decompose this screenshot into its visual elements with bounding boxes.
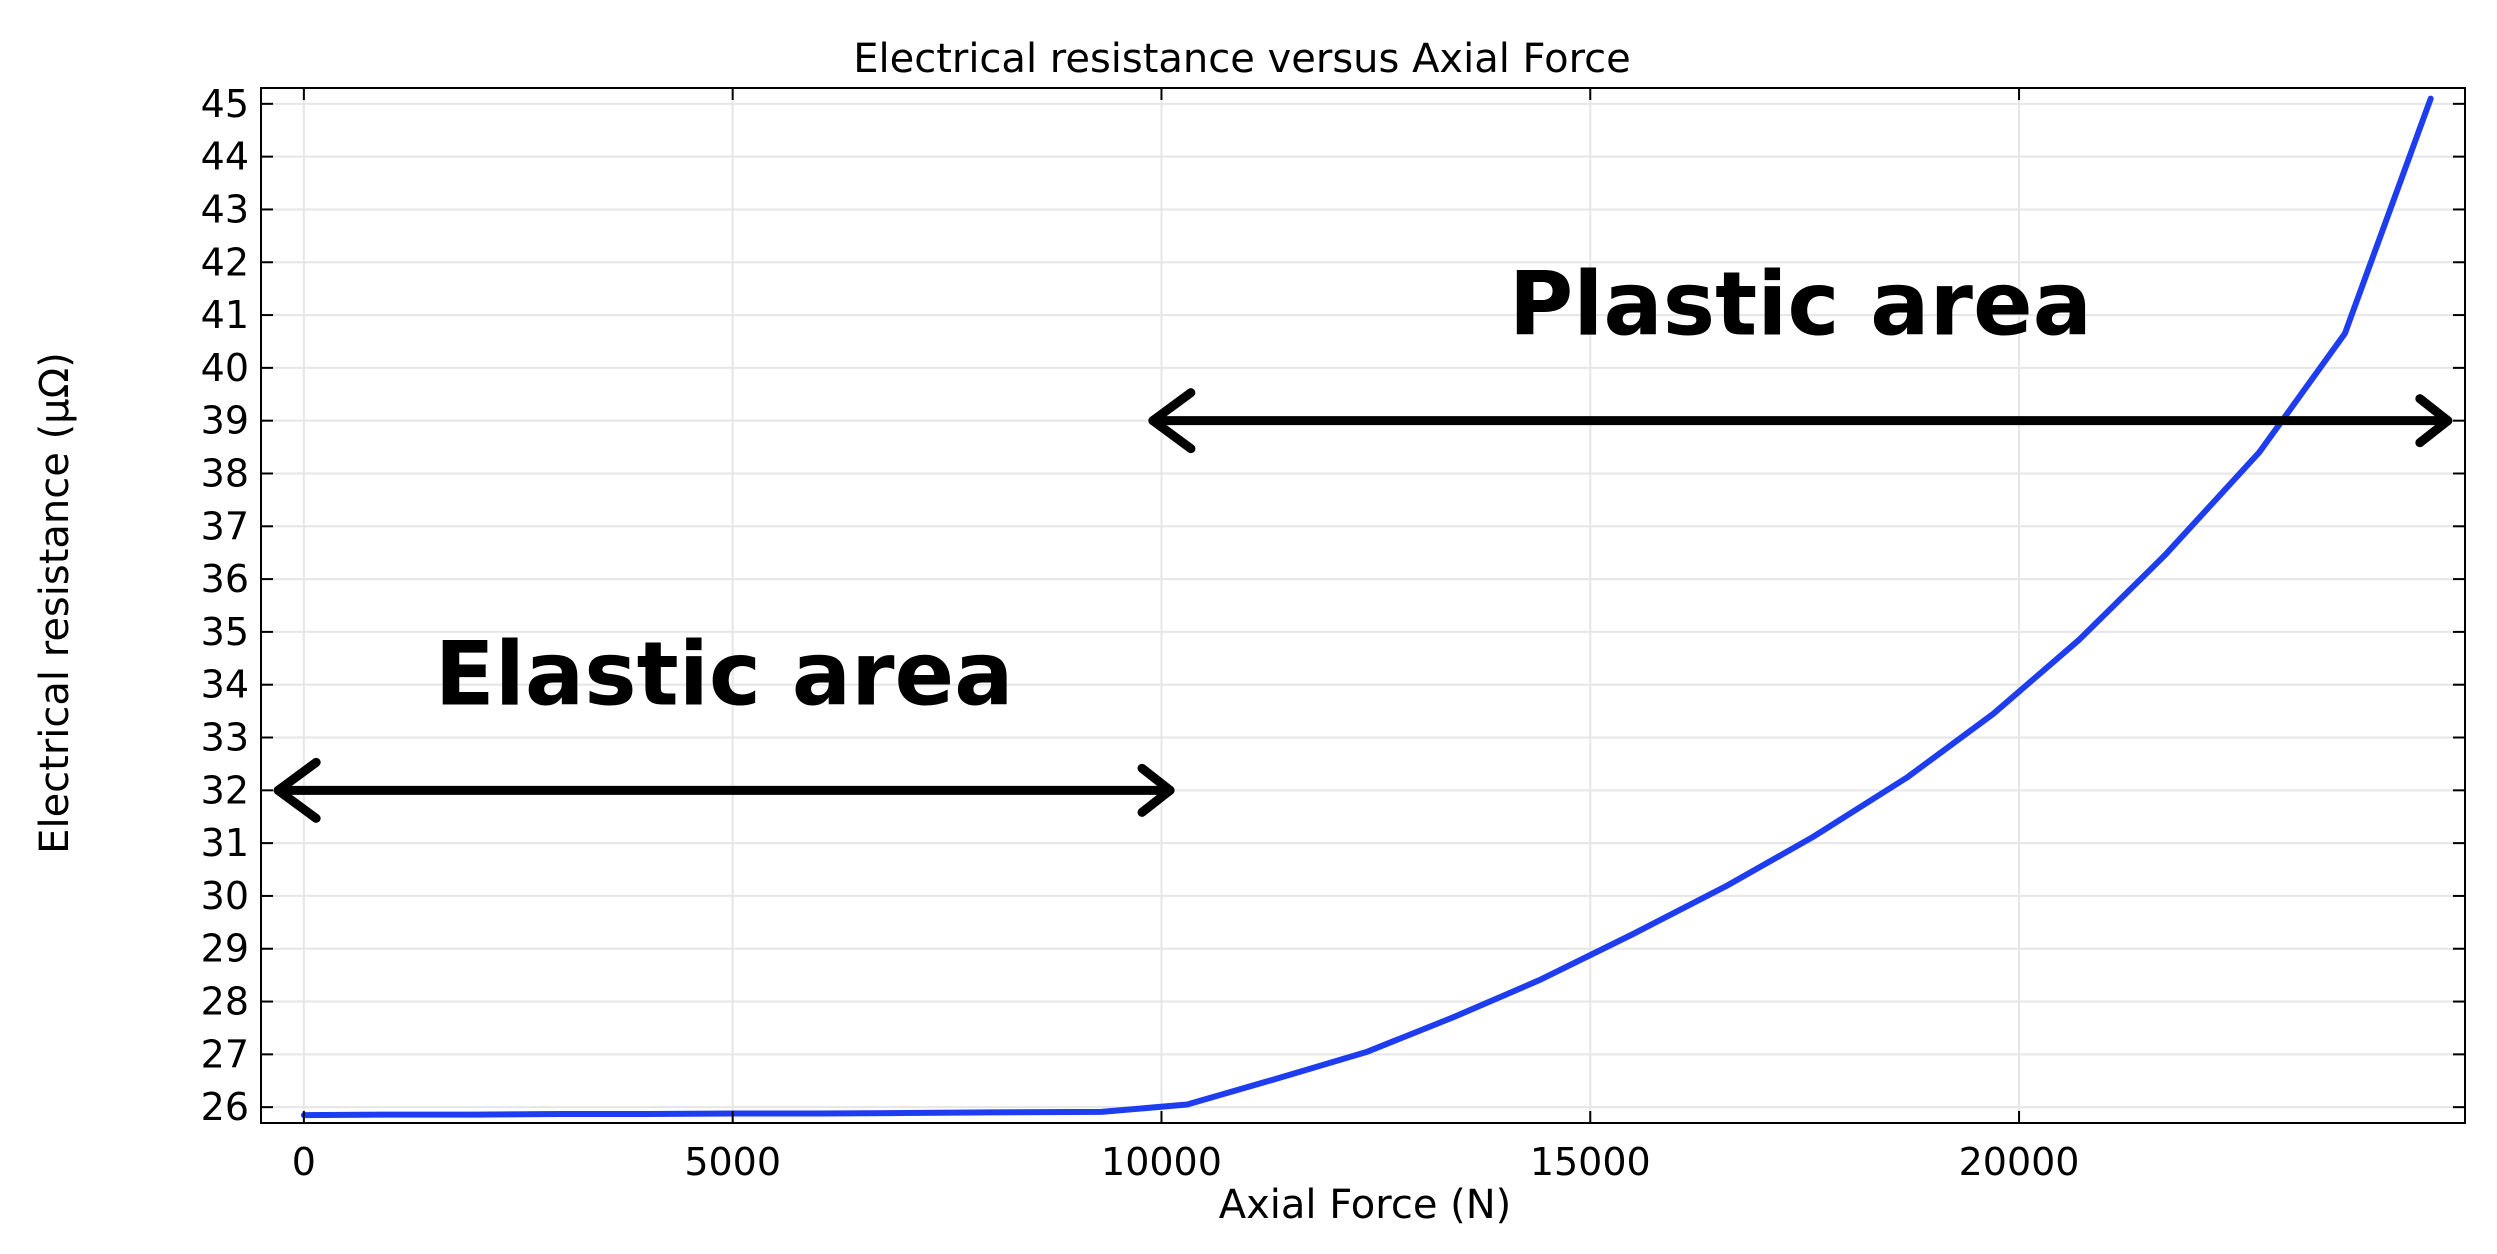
elastic-area-arrow-head-left [273,757,321,823]
y-tick-label: 37 [201,504,249,548]
y-tick-label: 29 [201,927,249,971]
y-tick-label: 27 [201,1032,249,1076]
y-tick-label: 39 [201,399,249,443]
y-tick-label: 36 [201,557,249,601]
x-tick-label: 20000 [1959,1140,2080,1184]
x-tick-label: 0 [292,1140,316,1184]
y-tick-label: 41 [201,293,249,337]
y-tick-label: 43 [201,187,249,231]
y-tick-label: 38 [201,451,249,495]
elastic-area-label: Elastic area [435,622,1014,725]
x-axis-title: Axial Force (N) [1219,1182,1512,1228]
y-tick-label: 33 [201,716,249,760]
y-tick-label: 31 [201,821,249,865]
x-tick-label: 10000 [1101,1140,1222,1184]
y-tick-label: 32 [201,768,249,812]
x-tick-label: 5000 [684,1140,781,1184]
y-tick-label: 44 [201,135,249,179]
plot-frame [260,87,2466,1124]
y-tick-label: 45 [201,82,249,126]
y-axis-title: Electrical resistance (µΩ) [32,352,78,854]
y-tick-label: 35 [201,610,249,654]
plastic-area-arrow-head-right [2415,394,2453,448]
y-tick-label: 28 [201,980,249,1024]
chart-title: Electrical resistance versus Axial Force [853,36,1631,82]
y-tick-label: 26 [201,1085,249,1129]
plastic-area-arrow-head-left [1148,388,1196,454]
plastic-area-label: Plastic area [1509,253,2092,356]
y-tick-label: 34 [201,663,249,707]
resistance-line [300,95,2434,1119]
y-tick-label: 42 [201,240,249,284]
x-tick-label: 15000 [1530,1140,1651,1184]
y-tick-label: 30 [201,874,249,918]
y-tick-label: 40 [201,346,249,390]
elastic-area-arrow-head-right [1137,763,1175,817]
